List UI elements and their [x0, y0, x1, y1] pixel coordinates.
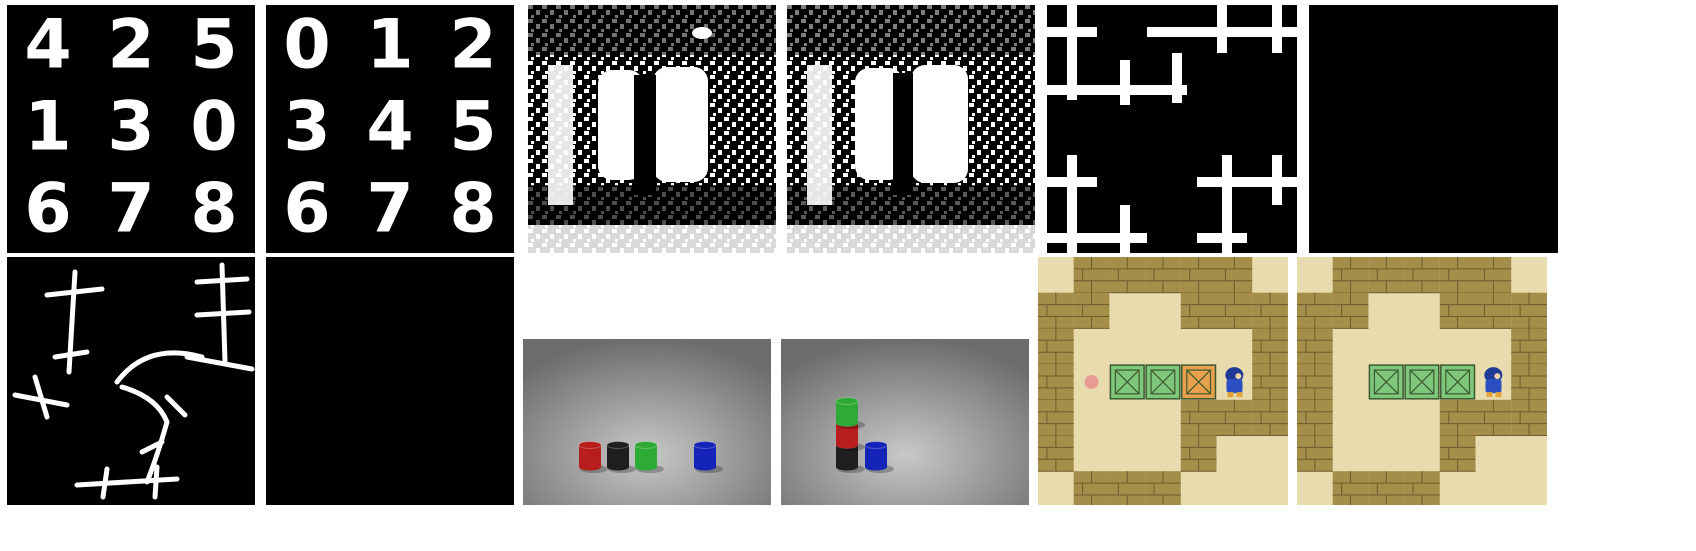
binary-texture-input [528, 5, 776, 253]
blue-cylinder [693, 441, 723, 473]
binary-texture-output [787, 5, 1035, 253]
cylinder-scene-output-canvas [781, 339, 1029, 505]
binary-texture-input-canvas [528, 5, 776, 253]
cylinder-scene-output [781, 339, 1029, 505]
mnist-grid-input-canvas: 4 2 5 1 3 0 6 7 8 [24, 6, 237, 249]
orange-box [1181, 364, 1217, 400]
digit-0: 0 [190, 88, 237, 167]
cylinder-scene-input-canvas [523, 339, 771, 505]
digit-7: 7 [107, 170, 154, 249]
black-cylinder [606, 441, 636, 473]
cylinder-scene-input [523, 339, 771, 505]
digit-7: 7 [366, 170, 413, 249]
sokoban-board-input-canvas [1038, 257, 1288, 505]
scattered-crosses-input [7, 257, 255, 505]
digit-5: 5 [449, 88, 496, 167]
cross-pattern-input [1047, 5, 1297, 253]
digit-8: 8 [449, 170, 496, 249]
digit-2: 2 [449, 6, 496, 85]
digit-4: 4 [24, 6, 71, 85]
digit-3: 3 [107, 88, 154, 167]
green-cylinder [835, 397, 865, 429]
digit-2: 2 [107, 6, 154, 85]
binary-texture-output-canvas [787, 5, 1035, 253]
target-marker [1084, 374, 1099, 389]
sokoban-board-output [1297, 257, 1547, 505]
scattered-crosses-input-canvas [12, 262, 255, 500]
cross-pattern-input-canvas [1047, 5, 1297, 253]
digit-1: 1 [24, 88, 71, 167]
green-box [1404, 364, 1440, 400]
mnist-grid-output-canvas: 0 1 2 3 4 5 6 7 8 [283, 6, 496, 249]
red-cylinder [578, 441, 608, 473]
digit-0: 0 [283, 6, 330, 85]
green-box [1109, 364, 1145, 400]
green-cylinder [634, 441, 664, 473]
digit-8: 8 [190, 170, 237, 249]
digit-4: 4 [366, 88, 413, 167]
cross-pattern-output [1309, 5, 1558, 253]
digit-1: 1 [366, 6, 413, 85]
player-icon [1225, 367, 1244, 398]
player-icon [1484, 367, 1503, 398]
sokoban-board-input [1038, 257, 1288, 505]
digit-5: 5 [190, 6, 237, 85]
digit-6: 6 [24, 170, 71, 249]
sokoban-board-output-canvas [1297, 257, 1547, 505]
green-box [1440, 364, 1476, 400]
scattered-crosses-output [266, 257, 514, 505]
blue-cylinder [864, 441, 894, 473]
green-box [1368, 364, 1404, 400]
green-box [1145, 364, 1181, 400]
digit-3: 3 [283, 88, 330, 167]
digit-6: 6 [283, 170, 330, 249]
